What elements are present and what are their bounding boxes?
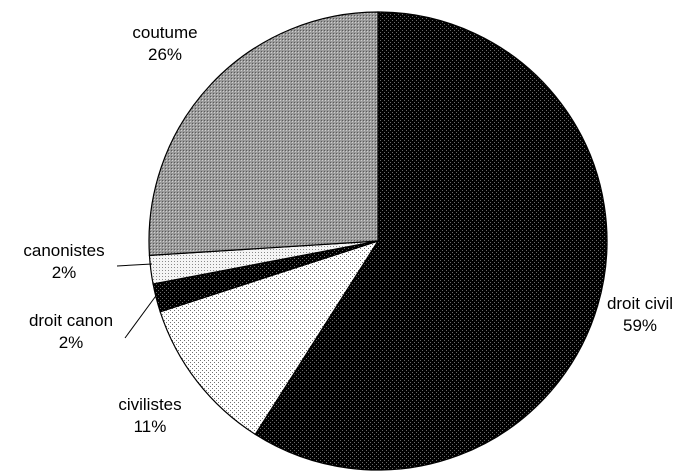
leader-line-canonistes xyxy=(116,263,153,267)
slice-percent-coutume: 26% xyxy=(148,45,182,64)
leader-line-droit-canon xyxy=(124,292,159,339)
leader-lines xyxy=(116,263,159,339)
slice-name-canonistes: canonistes xyxy=(23,241,104,260)
slice-name-droit-civil: droit civil xyxy=(607,294,673,313)
slice-percent-canonistes: 2% xyxy=(52,263,77,282)
pie-slice-droit-civil xyxy=(254,11,608,471)
slice-percent-droit-canon: 2% xyxy=(59,333,84,352)
pie-slice-coutume xyxy=(148,11,379,257)
slice-labels: droit civil 59% civilistes 11% droit canon 2%… xyxy=(23,23,673,436)
slice-percent-droit-civil: 59% xyxy=(623,316,657,335)
pie-slices xyxy=(148,11,608,471)
slice-name-coutume: coutume xyxy=(132,23,197,42)
pie-slice-civilistes xyxy=(159,239,380,436)
slice-name-droit-canon: droit canon xyxy=(29,311,113,330)
slice-name-civilistes: civilistes xyxy=(118,395,181,414)
slice-percent-civilistes: 11% xyxy=(134,417,167,436)
